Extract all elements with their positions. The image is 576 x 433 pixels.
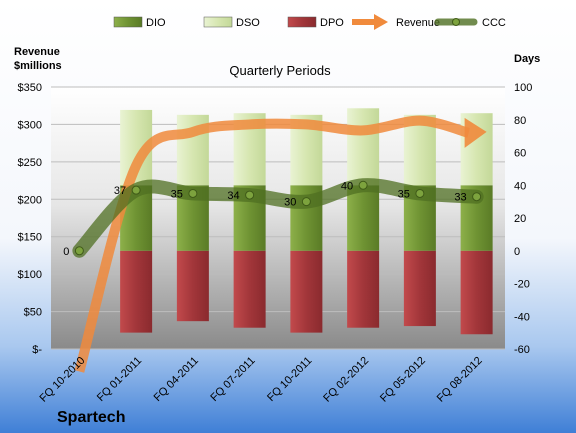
right-tick-label: 100 bbox=[514, 82, 532, 94]
left-axis-ticks: $- $50 $100 $150 $200 $250 $300 $350 bbox=[18, 82, 43, 356]
legend-swatch-dot bbox=[452, 18, 460, 26]
legend-swatch-arrowhead bbox=[374, 14, 388, 30]
ccc-data-label: 34 bbox=[227, 190, 239, 202]
left-tick-label: $200 bbox=[18, 194, 42, 206]
ccc-point bbox=[301, 197, 311, 207]
legend-label: CCC bbox=[482, 17, 506, 29]
bar-dso bbox=[347, 108, 380, 186]
ccc-data-label: 35 bbox=[398, 188, 410, 200]
right-tick-label: 0 bbox=[514, 246, 520, 258]
ccc-data-label: 0 bbox=[63, 246, 69, 258]
left-tick-label: $100 bbox=[18, 269, 42, 281]
legend-swatch bbox=[113, 16, 143, 28]
legend: DIO DSO DPO Revenue CCC bbox=[113, 14, 506, 30]
legend-label: DIO bbox=[146, 17, 166, 29]
right-tick-label: 40 bbox=[514, 180, 526, 192]
left-tick-label: $350 bbox=[18, 82, 42, 94]
left-axis-title-line2: $millions bbox=[14, 60, 62, 72]
right-tick-label: -40 bbox=[514, 311, 530, 323]
revenue-arrowhead bbox=[464, 117, 487, 148]
bar-dpo bbox=[460, 250, 493, 335]
ccc-point bbox=[415, 188, 425, 198]
right-tick-label: -60 bbox=[514, 344, 530, 356]
bar-dpo bbox=[403, 250, 436, 327]
ccc-point bbox=[472, 192, 482, 202]
left-tick-label: $- bbox=[32, 344, 42, 356]
bars bbox=[120, 108, 493, 335]
company-name: Spartech bbox=[57, 409, 125, 426]
right-axis-title: Days bbox=[514, 53, 540, 65]
right-tick-label: 80 bbox=[514, 115, 526, 127]
left-tick-label: $250 bbox=[18, 157, 42, 169]
bar-dio bbox=[347, 185, 380, 251]
bar-dpo bbox=[120, 250, 153, 333]
legend-label: DSO bbox=[236, 17, 260, 29]
left-tick-label: $300 bbox=[18, 119, 42, 131]
ccc-data-label: 33 bbox=[454, 192, 466, 204]
lines: 0 37 35 34 30 40 35 33 bbox=[63, 115, 487, 373]
right-tick-label: -20 bbox=[514, 279, 530, 291]
legend-label: DPO bbox=[320, 17, 344, 29]
ccc-point bbox=[358, 180, 368, 190]
bar-dpo bbox=[176, 250, 209, 322]
ccc-point bbox=[245, 190, 255, 200]
right-axis-ticks: -60 -40 -20 0 20 40 60 80 100 bbox=[514, 82, 532, 356]
legend-swatch bbox=[203, 16, 233, 28]
left-tick-label: $150 bbox=[18, 232, 42, 244]
bar-dpo bbox=[347, 250, 380, 328]
ccc-point bbox=[74, 246, 84, 256]
ccc-data-label: 35 bbox=[171, 188, 183, 200]
right-tick-label: 60 bbox=[514, 148, 526, 160]
left-axis-title-line1: Revenue bbox=[14, 46, 60, 58]
legend-swatch bbox=[287, 16, 317, 28]
bar-dpo bbox=[290, 250, 323, 333]
ccc-data-label: 37 bbox=[114, 185, 126, 197]
legend-label: Revenue bbox=[396, 17, 440, 29]
chart-title: Quarterly Periods bbox=[229, 63, 331, 78]
ccc-data-label: 40 bbox=[341, 180, 353, 192]
ccc-point bbox=[131, 185, 141, 195]
left-tick-label: $50 bbox=[24, 307, 42, 319]
right-tick-label: 20 bbox=[514, 213, 526, 225]
ccc-point bbox=[188, 188, 198, 198]
bar-dpo bbox=[233, 250, 266, 328]
ccc-data-label: 30 bbox=[284, 197, 296, 209]
